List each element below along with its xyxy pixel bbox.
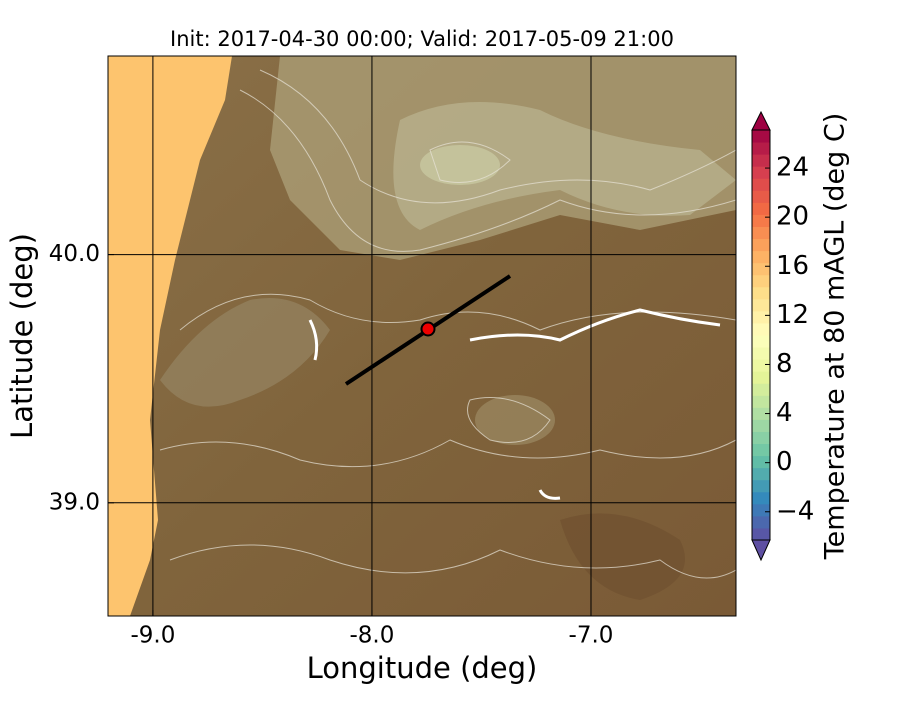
colorbar-band — [752, 298, 770, 312]
colorbar-band — [752, 347, 770, 360]
cross-section-point — [420, 321, 436, 337]
title: Init: 2017-04-30 00:00; Valid: 2017-05-0… — [170, 27, 674, 51]
colorbar-band — [752, 310, 770, 324]
colorbar-band — [752, 190, 770, 203]
rivers — [308, 308, 721, 500]
colorbar-tick-label: 12 — [776, 300, 809, 330]
colorbar-band — [752, 202, 770, 215]
x-tick-label: -7.0 — [569, 623, 614, 649]
colorbar-band — [752, 178, 770, 191]
x-tick-label: -8.0 — [350, 623, 395, 649]
colorbar-band — [752, 322, 770, 336]
colorbar-band — [752, 335, 770, 348]
colorbar-tick-label: −4 — [776, 496, 814, 526]
y-tick-label: 40.0 — [49, 241, 100, 267]
colorbar-tick-label: 8 — [776, 349, 793, 379]
colorbar-band — [752, 238, 770, 252]
colorbar-band — [752, 359, 770, 372]
colorbar-band — [752, 371, 770, 384]
colorbar-band — [752, 130, 770, 143]
colorbar-band — [752, 154, 770, 167]
colorbar-extend-top — [751, 110, 771, 131]
colorbar-band — [752, 443, 770, 457]
colorbar-band — [752, 274, 770, 288]
colorbar-band — [752, 262, 770, 276]
colorbar-band — [752, 214, 770, 227]
colorbar-tick-label: 4 — [776, 398, 793, 428]
colorbar-tick-label: 0 — [776, 447, 793, 477]
colorbar-label: Temperature at 80 mAGL (deg C) — [820, 113, 851, 561]
colorbar-band — [752, 383, 770, 396]
colorbar-band — [752, 407, 770, 420]
colorbar-tick-label: 24 — [776, 153, 809, 183]
colorbar-band — [752, 286, 770, 300]
colorbar-band — [752, 395, 770, 408]
map-area — [108, 56, 736, 616]
y-axis-label: Latitude (deg) — [5, 233, 39, 439]
peak — [420, 145, 500, 185]
colorbar-band — [752, 467, 770, 481]
colorbar-band — [752, 479, 770, 493]
ocean — [108, 56, 232, 616]
highland — [160, 298, 330, 407]
x-axis-label: Longitude (deg) — [307, 651, 538, 685]
colorbar-band — [752, 491, 770, 505]
x-tick-label: -9.0 — [130, 623, 175, 649]
y-tick-label: 39.0 — [49, 489, 100, 515]
highland — [393, 102, 736, 230]
colorbar-band — [752, 515, 770, 529]
colorbar-frame — [751, 129, 771, 541]
map-frame — [107, 55, 737, 617]
colorbar-band — [752, 431, 770, 445]
colorbar-tick-label: 16 — [776, 251, 809, 281]
contours — [159, 69, 736, 579]
cross-section — [344, 274, 512, 386]
colorbar-band — [752, 142, 770, 155]
colorbar-band — [752, 503, 770, 517]
colorbar-extend-bottom — [751, 539, 771, 562]
colorbar-band — [752, 419, 770, 432]
colorbar-tick-label: 20 — [776, 202, 809, 232]
colorbar-band — [752, 527, 770, 541]
colorbar-band — [752, 166, 770, 179]
highland — [475, 395, 555, 445]
colorbar-band — [752, 250, 770, 264]
colorbar-band — [752, 455, 770, 469]
colorbar-band — [752, 226, 770, 240]
